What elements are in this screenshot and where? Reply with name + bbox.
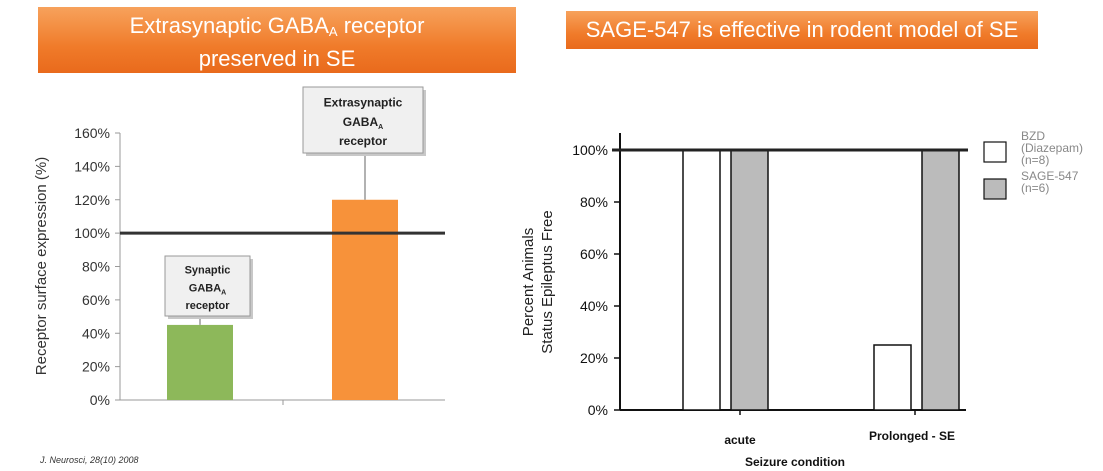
left-y-tick-label: 100% bbox=[74, 225, 110, 241]
left-title-line-1: Extrasynaptic GABAA receptor bbox=[129, 13, 425, 39]
callout-label-line-3: receptor bbox=[339, 134, 387, 148]
right-y-tick-label: 100% bbox=[572, 142, 608, 158]
callout-box bbox=[302, 86, 424, 154]
right-y-tick-label: 20% bbox=[580, 350, 608, 366]
callout-label-line-1: Synaptic bbox=[185, 265, 231, 277]
right-y-tick-label: 80% bbox=[580, 194, 608, 210]
right-bar-bzd-prolonged bbox=[873, 344, 912, 411]
right-y-axis-label-line-2: Status Epileptus Free bbox=[539, 210, 556, 353]
callout-box bbox=[164, 255, 251, 317]
right-x-category-label: acute bbox=[724, 433, 756, 447]
right-bar-sage547-prolonged bbox=[921, 149, 960, 411]
callout-label-line-2: GABAA bbox=[189, 282, 226, 296]
left-y-axis-label: Receptor surface expression (%) bbox=[33, 157, 50, 375]
callout-label-line-2: GABAA bbox=[343, 115, 383, 131]
right-bar-sage547-acute bbox=[730, 149, 769, 411]
left-y-tick-label: 120% bbox=[74, 192, 110, 208]
legend-label-sage547: (n=6) bbox=[1021, 181, 1049, 195]
right-y-axis-label-line-1: Percent Animals bbox=[520, 228, 537, 336]
left-bar-synaptic bbox=[167, 324, 233, 400]
legend-label-bzd: (n=8) bbox=[1021, 153, 1049, 167]
legend-swatch-sage547 bbox=[983, 178, 1007, 200]
right-x-category-label: Prolonged - SE bbox=[869, 429, 955, 443]
left-y-tick-label: 20% bbox=[82, 359, 110, 375]
right-y-tick-label: 40% bbox=[580, 298, 608, 314]
left-bar-extrasynaptic bbox=[332, 199, 398, 400]
citation: J. Neurosci, 28(10) 2008 bbox=[40, 455, 139, 465]
right-x-axis-label: Seizure condition bbox=[745, 455, 845, 469]
left-panel-title-banner: Extrasynaptic GABAA receptor preserved i… bbox=[38, 7, 516, 73]
left-y-tick-label: 140% bbox=[74, 158, 110, 174]
callout-label-line-3: receptor bbox=[185, 300, 230, 312]
left-y-tick-label: 0% bbox=[90, 392, 110, 408]
left-y-tick-label: 60% bbox=[82, 292, 110, 308]
legend-label-bzd: BZD bbox=[1021, 129, 1045, 143]
left-y-tick-label: 80% bbox=[82, 259, 110, 275]
right-panel-title-banner: SAGE-547 is effective in rodent model of… bbox=[566, 11, 1038, 49]
left-y-tick-label: 40% bbox=[82, 325, 110, 341]
callout-label-line-1: Extrasynaptic bbox=[324, 95, 403, 109]
left-y-tick-label: 160% bbox=[74, 125, 110, 141]
right-y-tick-label: 0% bbox=[588, 402, 608, 418]
right-title-text: SAGE-547 is effective in rodent model of… bbox=[585, 17, 1019, 42]
legend-swatch-bzd bbox=[983, 141, 1007, 163]
legend-label-sage547: SAGE-547 bbox=[1021, 169, 1079, 183]
left-title-line-2: preserved in SE bbox=[198, 46, 356, 71]
right-bar-bzd-acute bbox=[682, 149, 721, 411]
legend-label-bzd: (Diazepam) bbox=[1021, 141, 1083, 155]
right-y-tick-label: 60% bbox=[580, 246, 608, 262]
